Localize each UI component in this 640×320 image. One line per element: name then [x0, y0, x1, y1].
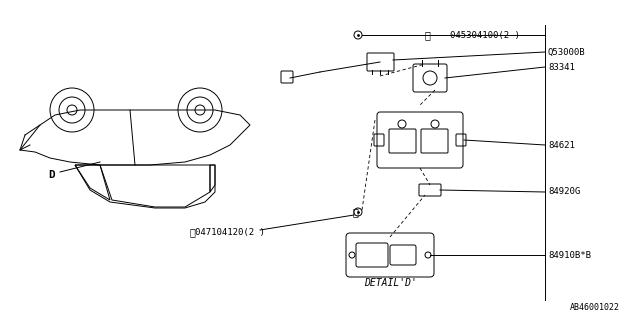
Text: 83341: 83341: [548, 62, 575, 71]
Text: Q53000B: Q53000B: [548, 47, 586, 57]
Text: 045304100(2 ): 045304100(2 ): [450, 30, 520, 39]
Text: Ⓢ: Ⓢ: [352, 207, 358, 217]
Text: 047104120(2 ): 047104120(2 ): [195, 228, 265, 236]
Text: Ⓢ: Ⓢ: [189, 227, 195, 237]
Text: Ⓢ: Ⓢ: [424, 30, 430, 40]
Text: 84621: 84621: [548, 140, 575, 149]
Text: D: D: [49, 170, 56, 180]
Text: AB46001022: AB46001022: [570, 303, 620, 312]
Text: DETAIL'D': DETAIL'D': [364, 278, 417, 288]
Text: 84910B*B: 84910B*B: [548, 251, 591, 260]
Text: 84920G: 84920G: [548, 188, 580, 196]
